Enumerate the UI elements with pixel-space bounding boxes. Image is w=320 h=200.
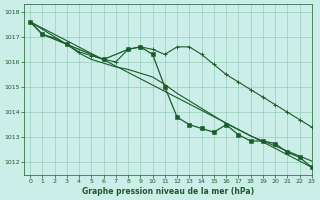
X-axis label: Graphe pression niveau de la mer (hPa): Graphe pression niveau de la mer (hPa) bbox=[82, 187, 254, 196]
